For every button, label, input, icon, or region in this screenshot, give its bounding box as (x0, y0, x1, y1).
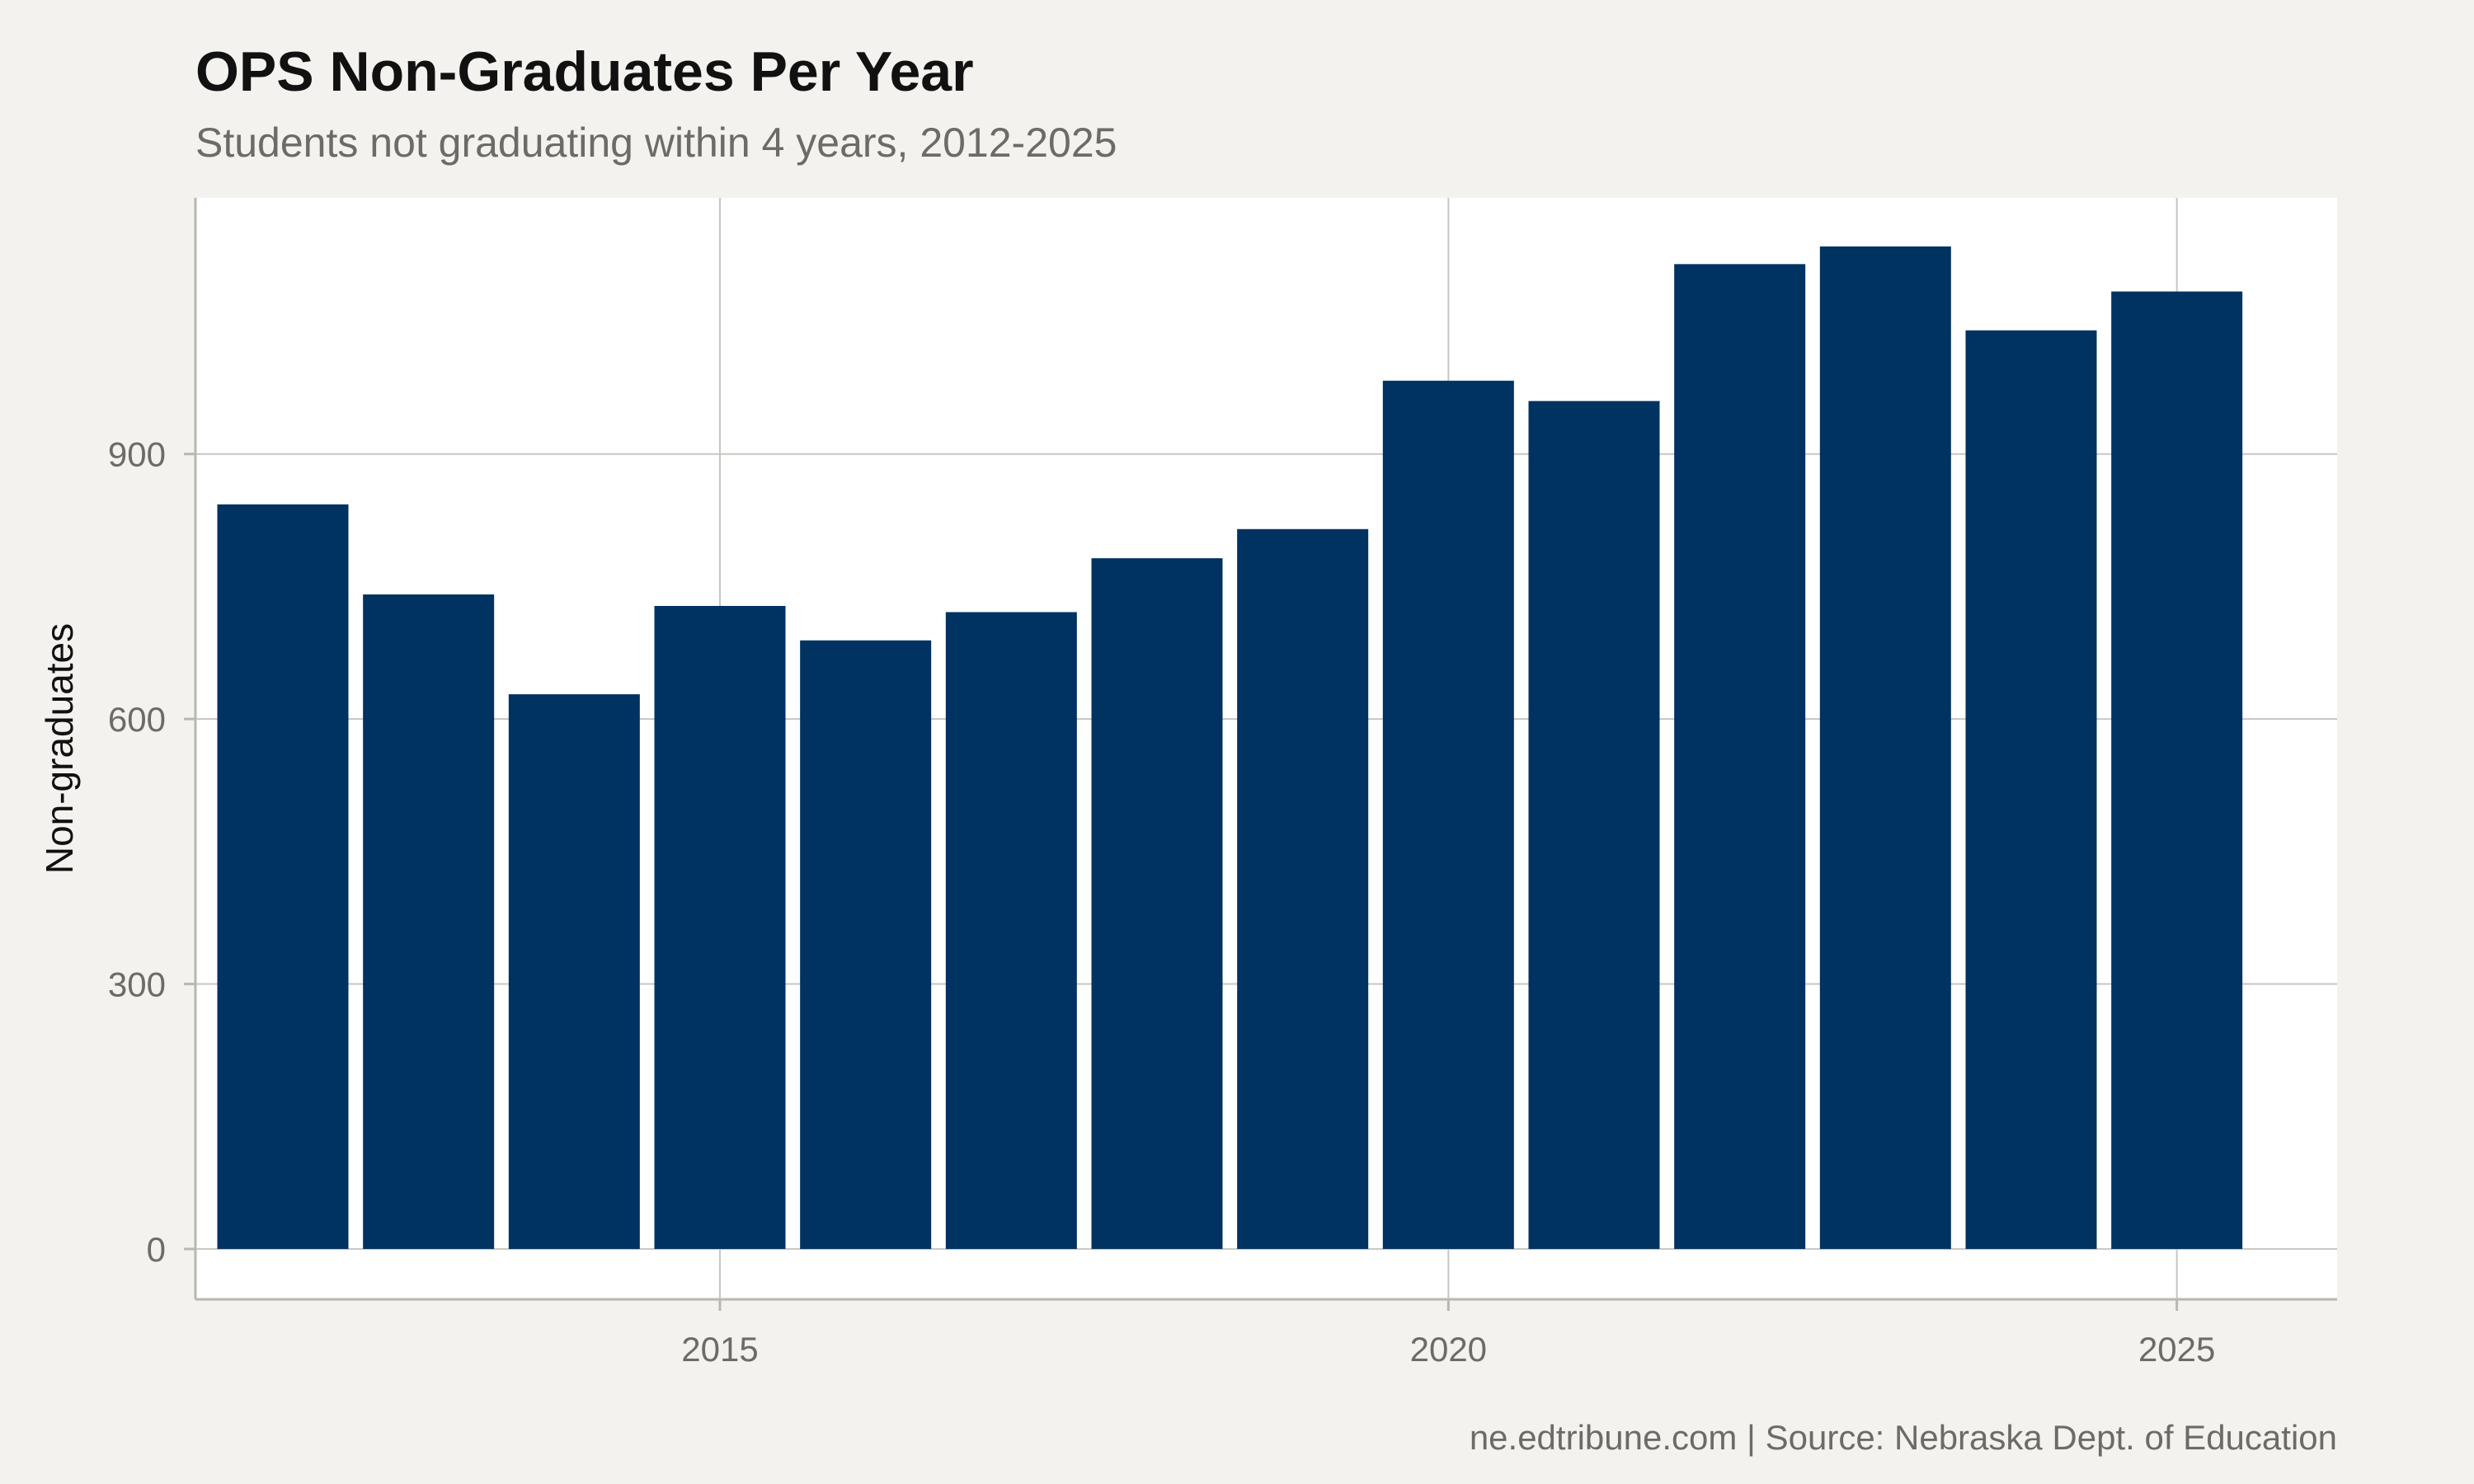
bar-2012 (217, 504, 349, 1249)
bar-2020 (1382, 380, 1514, 1249)
y-tick-label: 300 (108, 965, 166, 1004)
y-tick-label: 900 (108, 435, 166, 474)
bar-2022 (1674, 264, 1806, 1249)
bars (217, 246, 2243, 1249)
tick-labels: 0 300 600 900 2015 2020 2025 (108, 435, 2215, 1369)
bar-2013 (363, 594, 495, 1249)
bar-2016 (800, 640, 932, 1249)
bar-2023 (1819, 246, 1951, 1249)
x-tick-label: 2025 (2138, 1330, 2215, 1369)
chart-title: OPS Non-Graduates Per Year (195, 40, 974, 103)
bar-2018 (1091, 558, 1223, 1249)
bar-2019 (1237, 528, 1369, 1249)
y-tick-label: 600 (108, 700, 166, 739)
bar-2017 (945, 612, 1077, 1249)
axes (194, 198, 2337, 1301)
y-tick-label: 0 (147, 1230, 166, 1269)
bar-2025 (2111, 291, 2243, 1249)
bar-2021 (1528, 401, 1660, 1249)
bar-2024 (1965, 330, 2097, 1249)
x-tick-label: 2015 (681, 1330, 758, 1369)
bar-2015 (654, 605, 786, 1249)
bar-2014 (508, 694, 640, 1249)
y-axis-label: Non-graduates (38, 623, 81, 874)
chart-subtitle: Students not graduating within 4 years, … (195, 120, 1117, 166)
chart-caption: ne.edtribune.com | Source: Nebraska Dept… (1470, 1418, 2337, 1457)
x-tick-label: 2020 (1410, 1330, 1487, 1369)
